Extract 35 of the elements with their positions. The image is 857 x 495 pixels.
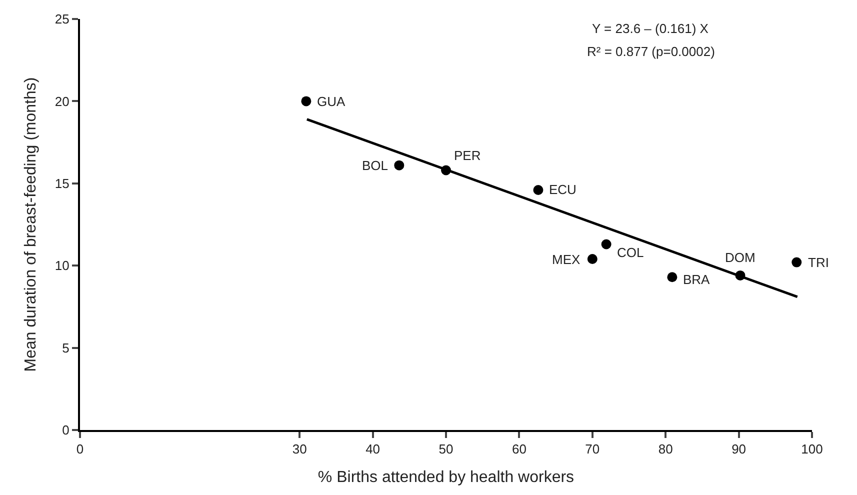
x-tick-label: 100 bbox=[801, 442, 823, 457]
annotation: BRA bbox=[683, 272, 710, 287]
x-tick-label: 80 bbox=[658, 442, 673, 457]
point bbox=[667, 272, 678, 282]
annotation: COL bbox=[617, 245, 644, 260]
point bbox=[601, 239, 612, 250]
y-tick-label: 5 bbox=[62, 340, 70, 356]
y-tick-label: 0 bbox=[62, 422, 70, 438]
x-tick-label: 70 bbox=[585, 442, 600, 457]
y-tick-label: 10 bbox=[54, 258, 70, 274]
y-tick-label: 25 bbox=[54, 12, 70, 27]
point bbox=[533, 184, 544, 195]
annotation: ECU bbox=[549, 182, 576, 197]
y-axis-title: Mean duration of breast-feeding (months) bbox=[22, 77, 40, 372]
x-tick-label: 0 bbox=[76, 442, 84, 457]
annotation: R² = 0.877 (p=0.0002) bbox=[587, 44, 715, 59]
point bbox=[792, 257, 802, 268]
annotation: DOM bbox=[725, 250, 756, 265]
point bbox=[394, 160, 404, 170]
y-tick-label: 20 bbox=[54, 94, 70, 109]
annotation: Y = 23.6 – (0.161) X bbox=[592, 21, 709, 36]
x-tick-label: 90 bbox=[732, 442, 746, 457]
x-axis-title: % Births attended by health workers bbox=[318, 468, 574, 486]
annotation: PER bbox=[454, 148, 481, 163]
point bbox=[587, 254, 598, 264]
x-tick-label: 50 bbox=[438, 442, 454, 457]
annotation: BOL bbox=[362, 158, 388, 173]
annotation: TRI bbox=[808, 255, 829, 270]
annotation: GUA bbox=[317, 94, 346, 109]
x-tick-label: 40 bbox=[366, 442, 380, 457]
y-tick-label: 15 bbox=[54, 176, 70, 191]
point bbox=[301, 96, 312, 106]
annotation: MEX bbox=[552, 252, 580, 267]
x-tick-label: 60 bbox=[512, 442, 526, 457]
x-tick-label: 30 bbox=[292, 442, 307, 457]
